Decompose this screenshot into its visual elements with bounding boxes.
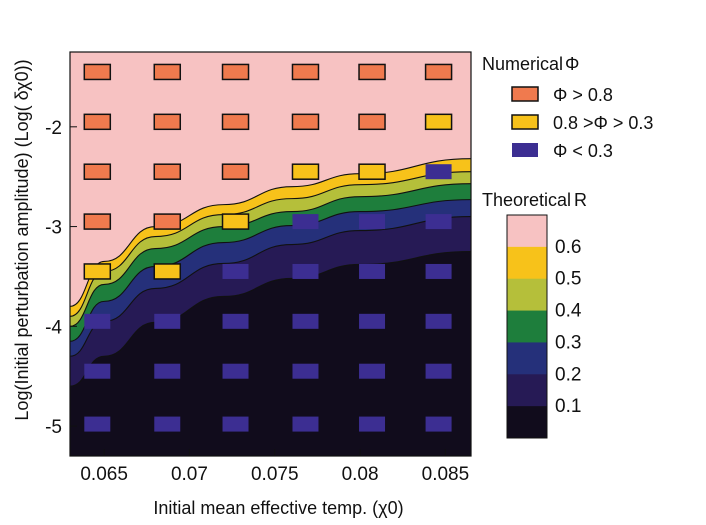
colorbar-segment: [507, 406, 547, 439]
data-point-mid: [153, 263, 182, 280]
data-point-mid: [291, 163, 320, 180]
data-point-high: [153, 213, 182, 230]
x-axis-label-text: Initial mean effective temp.: [153, 498, 372, 518]
colorbar-tick-label: 0.1: [555, 396, 581, 417]
data-point-high: [153, 63, 182, 81]
data-point-low: [425, 164, 452, 180]
data-point-low: [425, 363, 452, 379]
data-point-low: [222, 313, 249, 329]
data-point-high: [83, 63, 112, 81]
data-point-low: [84, 313, 111, 329]
data-point-low: [425, 263, 452, 279]
data-point-high: [221, 63, 250, 81]
legend-title-symbol: Φ: [565, 54, 579, 74]
data-point-low: [359, 416, 386, 432]
data-point-high: [358, 113, 386, 131]
y-tick-label: -2: [45, 118, 62, 139]
x-tick-label: 0.07: [171, 464, 208, 485]
colorbar-title: Theoretical R: [482, 190, 587, 210]
colorbar-segment: [507, 374, 547, 407]
colorbar-segment: [507, 246, 547, 280]
colorbar-title-text: Theoretical: [482, 190, 571, 210]
data-point-high: [83, 163, 112, 180]
y-tick-label: -5: [45, 417, 62, 438]
contour-line-0.3: [70, 199, 471, 342]
data-point-low: [84, 363, 111, 379]
colorbar-tick-label: 0.2: [555, 364, 581, 385]
data-point-high: [83, 213, 112, 230]
legend-swatch-low: [512, 143, 538, 157]
data-point-low: [222, 263, 249, 279]
legend-title: Numerical Φ: [482, 54, 579, 74]
colorbar-tick-label: 0.6: [555, 237, 581, 258]
data-point-mid: [221, 213, 250, 230]
data-point-low: [292, 416, 319, 432]
colorbar-frame: [506, 214, 548, 439]
data-point-mid: [424, 113, 453, 131]
contour-field: [70, 52, 471, 456]
data-point-high: [221, 163, 250, 180]
data-point-low: [292, 263, 319, 279]
data-point-low: [359, 214, 386, 230]
data-point-high: [83, 113, 112, 131]
data-point-low: [292, 363, 319, 379]
colorbar: Theoretical R 0.6 0.5 0.4 0.3 0.2 0.1: [482, 190, 587, 439]
axes: 0.065 0.07 0.075 0.08 0.085 -2 -3 -4 -5 Initial m…: [12, 51, 472, 518]
data-point-low: [359, 363, 386, 379]
plot-area: [70, 52, 471, 456]
data-point-low: [359, 263, 386, 279]
x-axis-label: Initial mean effective temp. (χ0): [153, 498, 403, 518]
data-point-high: [291, 63, 320, 81]
colorbar-tick-label: 0.3: [555, 332, 581, 353]
data-point-high: [291, 113, 320, 131]
x-tick-label: 0.08: [342, 464, 379, 485]
y-axis-label: Log(Initial perturbation amplitude) (Log…: [12, 59, 32, 420]
legend: Numerical Φ Φ > 0.8 0.8 >Φ > 0.3 Φ < 0.3: [482, 54, 653, 161]
data-point-low: [154, 363, 181, 379]
contour-region-0.1: [70, 251, 471, 456]
x-tick-label: 0.075: [251, 464, 299, 485]
data-point-mid: [358, 163, 386, 180]
data-point-low: [222, 416, 249, 432]
legend-label-mid: 0.8 >Φ > 0.3: [553, 113, 653, 133]
x-tick-label: 0.085: [422, 464, 470, 485]
data-point-low: [359, 313, 386, 329]
data-point-low: [425, 214, 452, 230]
colorbar-tick-label: 0.5: [555, 269, 581, 290]
y-tick-label: -4: [45, 317, 62, 338]
colorbar-segment: [507, 278, 547, 312]
colorbar-title-symbol: R: [574, 190, 587, 210]
data-point-low: [154, 313, 181, 329]
colorbar-segment: [507, 310, 547, 343]
plot-frame: [69, 51, 472, 457]
data-point-low: [292, 214, 319, 230]
legend-swatch-high: [511, 86, 539, 102]
x-tick-label: 0.065: [80, 464, 128, 485]
colorbar-segment: [507, 342, 547, 375]
data-point-high: [153, 163, 182, 180]
colorbar-segment: [507, 215, 547, 248]
data-point-low: [425, 313, 452, 329]
data-point-low: [292, 313, 319, 329]
data-point-high: [221, 113, 250, 131]
data-point-high: [358, 63, 386, 81]
legend-title-text: Numerical: [482, 54, 563, 74]
data-point-low: [425, 416, 452, 432]
legend-swatch-mid: [511, 114, 539, 130]
x-axis-label-symbol: (χ0): [372, 498, 403, 518]
legend-label-low: Φ < 0.3: [553, 141, 613, 161]
data-point-low: [154, 416, 181, 432]
data-point-low: [222, 363, 249, 379]
data-point-high: [424, 63, 453, 81]
legend-label-high: Φ > 0.8: [553, 85, 613, 105]
data-point-mid: [83, 263, 112, 280]
colorbar-tick-label: 0.4: [555, 301, 582, 322]
data-point-high: [153, 113, 182, 131]
data-point-low: [84, 416, 111, 432]
y-tick-label: -3: [45, 218, 62, 239]
